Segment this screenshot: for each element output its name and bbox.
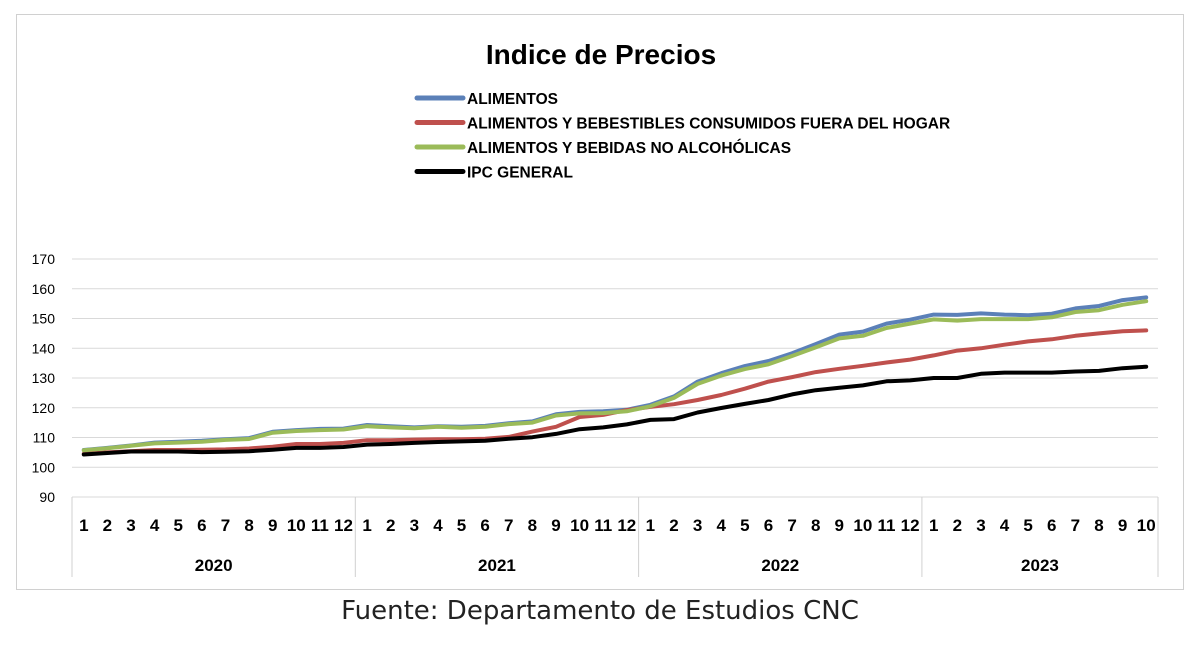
series-line xyxy=(81,299,1149,453)
x-month-label: 2 xyxy=(669,516,678,535)
x-month-label: 4 xyxy=(433,516,443,535)
x-month-label: 1 xyxy=(79,516,88,535)
x-month-label: 4 xyxy=(150,516,160,535)
y-tick-label: 120 xyxy=(32,400,56,416)
y-tick-label: 110 xyxy=(33,430,56,446)
x-year-label: 2020 xyxy=(195,556,233,575)
x-month-label: 1 xyxy=(929,516,938,535)
x-month-label: 3 xyxy=(693,516,702,535)
series-line xyxy=(81,328,1149,456)
x-month-label: 3 xyxy=(126,516,135,535)
x-year-label: 2023 xyxy=(1021,556,1059,575)
x-month-label: 10 xyxy=(853,516,872,535)
y-tick-label: 140 xyxy=(32,340,56,356)
x-month-label: 1 xyxy=(362,516,371,535)
x-month-label: 9 xyxy=(268,516,277,535)
x-month-label: 5 xyxy=(457,516,466,535)
x-month-label: 10 xyxy=(570,516,589,535)
x-month-label: 7 xyxy=(787,516,796,535)
series-line xyxy=(81,364,1149,457)
x-month-label: 6 xyxy=(197,516,206,535)
x-month-label: 3 xyxy=(410,516,419,535)
x-month-label: 2 xyxy=(386,516,395,535)
x-month-label: 10 xyxy=(1137,516,1156,535)
x-month-label: 12 xyxy=(334,516,353,535)
x-month-label: 7 xyxy=(221,516,230,535)
x-month-label: 9 xyxy=(1118,516,1127,535)
y-tick-label: 90 xyxy=(39,489,55,505)
x-month-label: 1 xyxy=(646,516,655,535)
x-month-label: 11 xyxy=(878,516,896,535)
x-month-label: 8 xyxy=(1094,516,1103,535)
chart-frame: Indice de Precios ALIMENTOS ALIMENTOS Y BE… xyxy=(16,14,1184,590)
x-month-label: 10 xyxy=(287,516,306,535)
x-month-label: 12 xyxy=(617,516,636,535)
x-month-label: 2 xyxy=(953,516,962,535)
x-month-label: 6 xyxy=(480,516,489,535)
x-month-label: 6 xyxy=(1047,516,1056,535)
x-month-label: 5 xyxy=(174,516,183,535)
x-month-label: 11 xyxy=(311,516,329,535)
y-tick-label: 170 xyxy=(32,251,56,267)
y-tick-label: 160 xyxy=(32,281,56,297)
x-month-label: 7 xyxy=(1071,516,1080,535)
x-year-label: 2021 xyxy=(478,556,516,575)
source-note: Fuente: Departamento de Estudios CNC xyxy=(341,596,859,626)
y-tick-label: 130 xyxy=(32,370,56,386)
x-month-label: 8 xyxy=(528,516,537,535)
x-month-label: 4 xyxy=(717,516,727,535)
x-month-label: 8 xyxy=(811,516,820,535)
x-month-label: 5 xyxy=(1023,516,1032,535)
x-month-label: 9 xyxy=(551,516,560,535)
x-month-label: 9 xyxy=(835,516,844,535)
x-month-label: 5 xyxy=(740,516,749,535)
y-tick-label: 150 xyxy=(32,311,56,327)
line-chart: Indice de Precios ALIMENTOS ALIMENTOS Y BE… xyxy=(32,39,1159,577)
x-month-label: 11 xyxy=(594,516,612,535)
legend-label: IPC GENERAL xyxy=(467,165,573,182)
x-month-label: 8 xyxy=(244,516,253,535)
legend-label: ALIMENTOS xyxy=(467,91,558,108)
legend-label: ALIMENTOS Y BEBIDAS NO ALCOHÓLICAS xyxy=(467,139,791,157)
y-tick-label: 100 xyxy=(32,459,56,475)
x-month-label: 4 xyxy=(1000,516,1010,535)
x-month-label: 6 xyxy=(764,516,773,535)
x-month-label: 12 xyxy=(901,516,920,535)
x-month-label: 7 xyxy=(504,516,513,535)
x-year-label: 2022 xyxy=(761,556,799,575)
legend-label: ALIMENTOS Y BEBESTIBLES CONSUMIDOS FUERA… xyxy=(467,116,950,133)
x-month-label: 2 xyxy=(103,516,112,535)
x-month-label: 3 xyxy=(976,516,985,535)
chart-title: Indice de Precios xyxy=(486,39,716,70)
